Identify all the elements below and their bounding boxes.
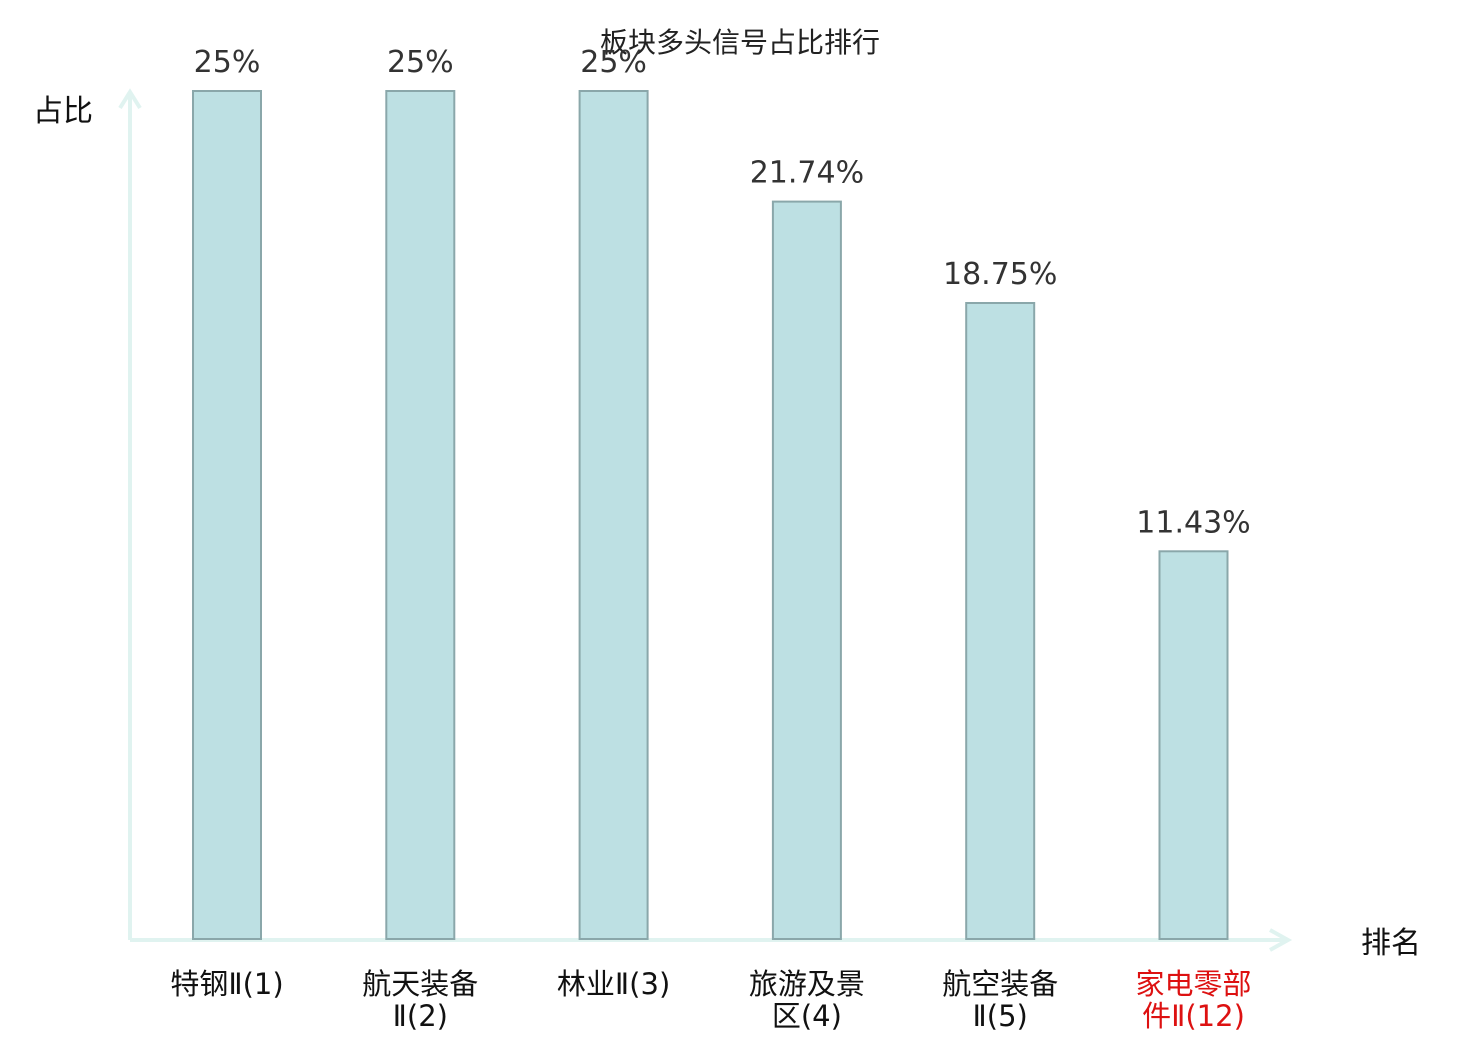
- value-label-3: 25%: [580, 45, 647, 80]
- bar-5: [965, 302, 1036, 940]
- x-axis-arrow: [1269, 928, 1293, 952]
- y-axis-arrow: [118, 88, 142, 110]
- value-label-1: 25%: [194, 45, 261, 80]
- chart-title: 板块多头信号占比排行: [600, 26, 880, 59]
- category-label-3: 林业Ⅱ(3): [557, 967, 670, 1001]
- value-label-5: 18.75%: [943, 257, 1057, 292]
- bar-2: [385, 90, 456, 940]
- value-label-6: 11.43%: [1136, 505, 1250, 540]
- bar-6: [1158, 550, 1229, 940]
- category-label-6: 家电零部件Ⅱ(12): [1135, 967, 1251, 1033]
- value-label-2: 25%: [387, 45, 454, 80]
- value-label-4: 21.74%: [750, 156, 864, 191]
- bar-1: [192, 90, 262, 940]
- bar-4: [771, 200, 842, 941]
- category-label-5: 航空装备 Ⅱ(5): [942, 967, 1058, 1033]
- bars-group: 25% 特钢Ⅱ(1) 25% 航天装备 Ⅱ(2) 25% 林业Ⅱ(3) 21.74% 旅游及景区…: [170, 45, 1251, 1033]
- category-label-1: 特钢Ⅱ(1): [170, 967, 283, 1001]
- bar-3: [578, 90, 649, 940]
- x-axis-title: 排名: [1361, 926, 1421, 961]
- category-label-2: 航天装备 Ⅱ(2): [362, 967, 478, 1033]
- y-axis-title: 占比: [33, 94, 93, 129]
- category-label-4: 旅游及景区(4): [749, 967, 865, 1033]
